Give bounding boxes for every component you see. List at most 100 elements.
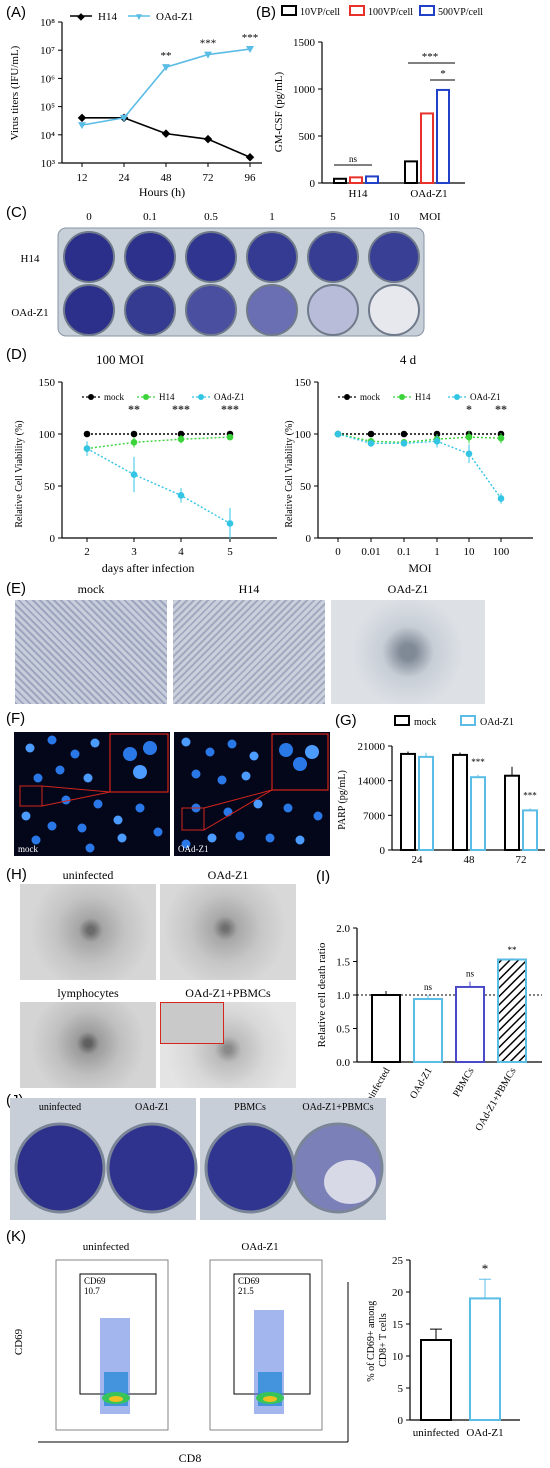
d-legend-label: OAd-Z1	[470, 392, 501, 402]
i-sig-label: **	[508, 945, 518, 955]
d-legend-marker	[88, 394, 94, 400]
panel-label-g: (G)	[335, 712, 357, 729]
h-label-oad: OAd-Z1	[207, 868, 249, 882]
d-left-xlabel: days after infection	[102, 561, 195, 575]
panel-label-k: (K)	[6, 1228, 26, 1245]
f-nucleus	[181, 839, 191, 849]
panel-i: (I) 0.0 0.5 1.0 1.5 2.0 uninfected OAd-Z1 ns PB…	[310, 862, 550, 1133]
k-gate-label: CD69	[84, 1276, 106, 1286]
g-xtick-label: 48	[464, 854, 476, 866]
c-well	[185, 284, 237, 336]
d-point	[83, 430, 91, 438]
a-point-h14	[77, 113, 87, 123]
d-point	[226, 520, 234, 527]
c-moi-label: 0	[86, 211, 92, 223]
d-xtick-label: 4	[178, 546, 184, 558]
f-nucleus	[33, 773, 43, 783]
h-photo-lymphocytes	[20, 1002, 156, 1088]
panel-e: (E) mock H14 OAd-Z1	[0, 578, 550, 708]
a-point-oad	[120, 114, 128, 122]
d-legend-label: mock	[360, 392, 380, 402]
f-nucleus	[47, 821, 57, 831]
e-photo-h14	[173, 600, 325, 704]
d-legend-marker	[399, 394, 405, 400]
k-gate-label: CD69	[238, 1276, 260, 1286]
b-sig-ns: ns	[349, 154, 358, 164]
panel-k: (K) CD69 CD8 uninfected CD69 10.7 OAd-Z1 CD6…	[0, 1222, 550, 1468]
i-ylabel: Relative cell death ratio	[316, 942, 328, 1047]
f-nucleus	[295, 835, 305, 845]
b-bar	[349, 176, 363, 185]
d-point	[400, 430, 408, 438]
d-sig-label: *	[466, 402, 472, 416]
e-photo-mock	[15, 600, 167, 704]
a-ytick-label: 10⁶	[40, 73, 55, 85]
d-right-title: 4 d	[400, 352, 417, 367]
d-ytick-label: 150	[295, 377, 312, 389]
panel-g: (G) mock OAd-Z1 0 7000 14000 21000 24 48 72 ***…	[335, 708, 550, 866]
g-legend-swatch	[460, 715, 476, 726]
d-point	[130, 439, 138, 446]
b-ytick-label: 500	[299, 131, 316, 143]
d-point	[433, 437, 441, 445]
d-point	[465, 450, 473, 458]
panel-c: (C) 0 0.1 0.5 1 5 10 MOI H14 OAd-Z1	[0, 200, 550, 340]
c-well	[124, 284, 176, 336]
f-nucleus	[55, 765, 65, 775]
d-point	[497, 434, 505, 442]
g-ytick-label: 7000	[363, 810, 386, 822]
c-well	[63, 231, 115, 283]
crystal-violet-plate: 0 0.1 0.5 1 5 10 MOI H14 OAd-Z1	[11, 211, 441, 337]
f-nucleus	[253, 799, 263, 809]
g-xtick-label: 24	[412, 854, 424, 866]
flow-cytometry: CD69 CD8 uninfectedCD6910.7OAd-Z1CD6921.…	[13, 1241, 520, 1465]
i-sig-label: ns	[424, 982, 433, 992]
c-well	[307, 231, 359, 283]
k-bar-ylabel: % of CD69+ among CD8+ T cells	[366, 1298, 389, 1381]
d-point	[130, 471, 138, 478]
a-xtick-label: 24	[119, 172, 131, 184]
j-clearing	[324, 1160, 376, 1204]
i-sig-label: ns	[466, 969, 475, 979]
d-ytick-label: 50	[44, 481, 56, 493]
k-flow-title: OAd-Z1	[241, 1241, 278, 1253]
c-row-h14: H14	[21, 253, 40, 265]
a-point-h14	[203, 134, 213, 144]
d-left-title: 100 MOI	[96, 352, 144, 367]
g-ytick-label: 21000	[358, 741, 386, 753]
k-bar	[469, 1297, 501, 1421]
f-nucleus	[21, 811, 31, 821]
k-bar-ylabel-line2: CD8+ T cells	[378, 1313, 389, 1367]
d-sig-label: **	[495, 402, 507, 416]
d-point	[177, 435, 185, 443]
c-well	[185, 231, 237, 283]
d-point	[177, 430, 185, 438]
d-point	[177, 492, 185, 499]
d-point	[367, 440, 375, 447]
panel-label-d: (D)	[6, 346, 27, 363]
f-nucleus	[90, 738, 100, 748]
d-left-ylabel: Relative Cell Viability (%)	[14, 420, 25, 527]
d-legend-marker	[143, 394, 149, 400]
g-bar	[504, 774, 520, 851]
c-well	[124, 231, 176, 283]
k-ytick-label: 15	[392, 1319, 404, 1331]
a-xtick-label: 96	[245, 172, 257, 184]
i-ytick-label: 1.5	[336, 957, 350, 969]
f-nucleus	[31, 835, 41, 845]
panel-a: (A) 10³ 10⁴ 10⁵ 10⁶ 10⁷ 10⁸ 12 24 48 72 96 Hours …	[0, 0, 270, 200]
panel-label-f: (F)	[6, 710, 26, 727]
a-ytick-label: 10⁷	[40, 45, 55, 57]
k-bar	[420, 1339, 452, 1421]
d-sig-label: ***	[221, 402, 239, 416]
j-well-label: OAd-Z1+PBMCs	[302, 1102, 373, 1113]
e-label-mock: mock	[77, 582, 105, 596]
c-moi-label: 10	[389, 211, 401, 223]
a-point-h14	[161, 129, 171, 138]
f-nucleus	[191, 769, 201, 779]
c-moi-label: 0.1	[143, 211, 157, 223]
g-bar	[452, 753, 468, 852]
g-ytick-label: 14000	[358, 776, 386, 788]
f-nucleus	[207, 833, 217, 843]
